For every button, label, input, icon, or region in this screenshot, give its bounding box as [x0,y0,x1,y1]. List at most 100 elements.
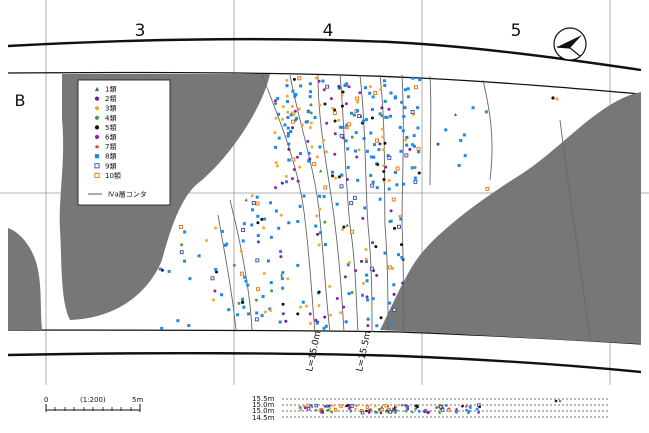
artifact-point [299,84,303,88]
artifact-point [214,267,218,271]
artifact-point [321,79,325,83]
section-point [355,403,359,408]
artifact-point [337,118,341,122]
section-point [411,410,414,413]
section-point [350,404,354,408]
artifact-point [260,314,264,318]
artifact-point [405,143,409,147]
section-point [365,409,368,413]
artifact-point [352,113,356,117]
artifact-point [276,112,280,116]
artifact-point [270,289,274,293]
artifact-point [285,78,289,82]
section-point [394,404,398,408]
artifact-point [337,84,341,88]
section-level-2: 15.0m [252,401,275,409]
artifact-point [305,120,309,124]
artifact-point [225,242,229,246]
artifact-point [355,96,360,101]
artifact-point [295,116,299,120]
artifact-point [364,257,368,261]
artifact-point [269,309,273,313]
artifact-point [244,198,248,202]
section-point [298,406,302,409]
artifact-point [416,147,421,152]
section-point [314,403,319,408]
artifact-point [324,150,328,154]
artifact-point [220,229,224,233]
section-point [380,408,384,412]
artifact-point [333,119,337,123]
artifact-point [176,319,180,323]
artifact-point [384,165,388,169]
artifact-point [276,96,280,100]
section-point [347,407,351,411]
artifact-point [417,150,421,154]
artifact-point [383,83,387,87]
artifact-point [286,277,290,281]
artifact-point [386,154,390,158]
legend-item-label: 5類 [105,123,116,132]
section-point [306,406,311,411]
artifact-point [281,302,285,306]
artifact-point [281,105,285,109]
artifact-point [378,197,382,201]
artifact-point [389,91,393,95]
artifact-point [296,312,300,316]
artifact-point [318,231,322,235]
artifact-point [179,250,184,255]
artifact-point [364,118,368,122]
artifact-point [363,206,367,210]
artifact-point [318,207,322,211]
section-point [455,410,458,414]
artifact-point [256,234,260,238]
artifact-point [262,271,266,275]
legend-marker [94,163,100,169]
artifact-point [389,114,393,118]
artifact-point [346,165,350,169]
artifact-point [347,85,351,89]
artifact-point [298,204,302,208]
artifact-point [413,176,417,180]
artifact-point [290,177,294,181]
artifact-point [256,214,260,218]
artifact-point [322,138,326,142]
artifact-point [269,281,273,285]
artifact-point [241,228,245,232]
section-point [339,404,343,408]
north-arrow-icon [553,27,587,61]
legend-marker [94,172,100,178]
artifact-point [345,223,349,227]
section-point [385,408,389,412]
artifact-point [405,135,409,139]
artifact-point [298,151,302,155]
artifact-point [393,226,397,230]
artifact-point [404,88,408,92]
artifact-point [444,128,448,132]
legend-marker [94,144,100,150]
artifact-point [232,263,236,267]
artifact-point [387,107,391,111]
artifact-point [357,148,361,152]
artifact-point [341,90,345,94]
artifact-point [292,167,296,171]
artifact-point [283,123,287,127]
artifact-point [459,138,463,142]
artifact-point [287,221,291,225]
contour-label-15-0: L=15.0m [305,330,323,373]
artifact-point [398,214,402,218]
legend-marker [94,154,100,159]
artifact-point [281,117,285,121]
artifact-point [371,241,375,245]
scale-start: 0 [44,396,48,404]
artifact-point [251,208,255,212]
section-point [440,408,445,412]
artifact-point [296,263,300,267]
artifact-point [397,224,401,229]
artifact-point [344,320,348,324]
artifact-point [339,184,344,189]
artifact-point [308,95,312,99]
section-point [436,406,439,409]
